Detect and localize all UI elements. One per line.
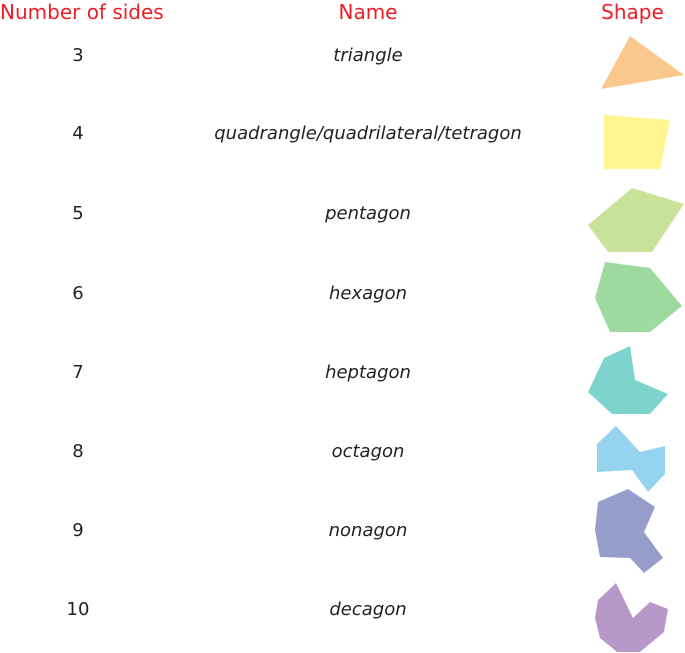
sides-value: 7 [72,362,84,383]
row-hexagon: 6 hexagon [0,274,685,314]
shape-name: decagon [329,599,407,620]
row-heptagon: 7 heptagon [0,353,685,393]
sides-value: 6 [72,283,84,304]
row-pentagon: 5 pentagon [0,194,685,234]
row-octagon: 8 octagon [0,432,685,472]
sides-value: 4 [72,123,84,144]
header-name: Name [338,0,398,24]
row-triangle: 3 triangle [0,36,685,76]
sides-value: 8 [72,441,84,462]
header-shape: Shape [601,0,664,24]
sides-value: 5 [72,203,84,224]
shape-name: nonagon [328,520,408,541]
sides-value: 10 [66,599,90,620]
shape-name: heptagon [325,362,411,383]
sides-value: 3 [72,45,84,66]
row-nonagon: 9 nonagon [0,511,685,551]
shape-name: hexagon [328,283,407,304]
shape-name: triangle [333,45,403,66]
row-decagon: 10 decagon [0,590,685,630]
sides-value: 9 [72,520,84,541]
shape-name: pentagon [325,203,411,224]
header-number-of-sides: Number of sides [0,0,164,24]
shape-name: quadrangle/quadrilateral/tetragon [214,123,522,144]
row-quadrilateral: 4 quadrangle/quadrilateral/tetragon [0,114,685,154]
shape-name: octagon [331,441,405,462]
